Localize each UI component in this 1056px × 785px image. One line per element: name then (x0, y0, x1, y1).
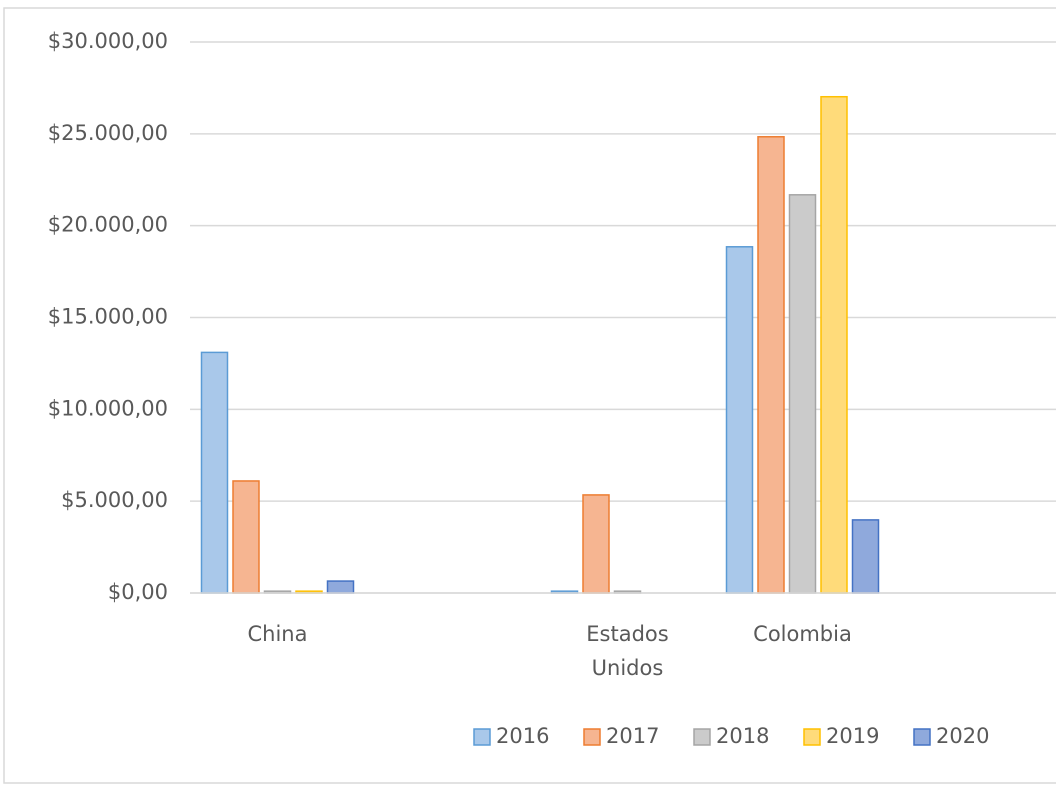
bar (326, 580, 355, 594)
legend-label: 2016 (496, 724, 549, 748)
y-tick-label: $5.000,00 (61, 488, 168, 512)
bar (582, 494, 610, 594)
x-tick-label: China (247, 622, 308, 646)
legend-label: 2020 (936, 724, 989, 748)
bar (820, 95, 848, 594)
y-tick-label: $0,00 (108, 580, 168, 604)
y-tick-label: $25.000,00 (48, 121, 168, 145)
y-tick-label: $20.000,00 (48, 213, 168, 237)
legend-swatch (693, 728, 711, 746)
legend-swatch (803, 728, 821, 746)
bar (851, 519, 880, 594)
x-tick-label: Colombia (753, 622, 852, 646)
legend-swatch (913, 728, 931, 746)
y-tick-label: $10.000,00 (48, 396, 168, 420)
legend-label: 2018 (716, 724, 769, 748)
y-tick-label: $30.000,00 (48, 29, 168, 53)
x-tick-label: Estados Unidos (586, 622, 669, 680)
legend-swatch (473, 728, 491, 746)
bar (725, 246, 754, 594)
chart-border (3, 7, 1056, 784)
bar (200, 351, 229, 594)
bar (232, 480, 260, 594)
legend-label: 2017 (606, 724, 659, 748)
legend-swatch (583, 728, 601, 746)
bar (788, 194, 817, 594)
y-tick-label: $15.000,00 (48, 305, 168, 329)
bar (757, 136, 785, 594)
legend-label: 2019 (826, 724, 879, 748)
